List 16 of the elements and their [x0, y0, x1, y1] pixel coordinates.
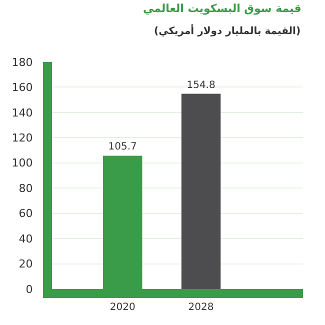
y-tick-label: 180 — [12, 56, 33, 69]
x-tick-label: 2020 — [110, 302, 136, 313]
y-tick-label: 40 — [18, 232, 33, 246]
y-tick-label: 140 — [12, 106, 33, 120]
y-tick-label: 120 — [12, 132, 33, 145]
y-tick-label: 20 — [18, 258, 33, 271]
y-tick-label: 0 — [26, 282, 33, 296]
chart-subtitle: (القيمة بالمليار دولار أمريكي) — [154, 24, 301, 37]
x-tick-label: 2028 — [188, 302, 214, 313]
y-tick-label: 60 — [18, 207, 33, 220]
data-label: 105.7 — [108, 142, 137, 153]
y-tick-label: 100 — [12, 156, 33, 170]
data-label: 154.8 — [186, 80, 216, 91]
y-tick-label: 160 — [12, 81, 33, 94]
chart-title: قيمة سوق البسكويت العالمي — [143, 2, 302, 15]
y-tick-label: 80 — [18, 182, 33, 195]
